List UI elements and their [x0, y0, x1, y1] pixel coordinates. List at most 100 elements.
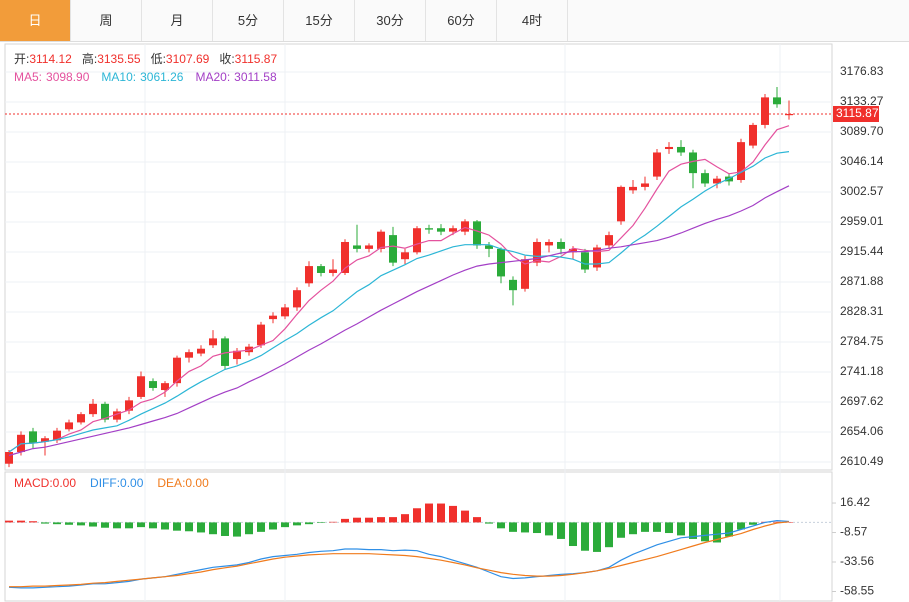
candle-body	[41, 438, 49, 442]
macd-bar	[557, 522, 565, 539]
y-tick-label: 3046.14	[840, 154, 884, 168]
legend-name: MACD:	[14, 476, 53, 490]
ma-line	[8, 151, 790, 453]
candle-body	[425, 228, 433, 230]
period-tab[interactable]: 15分	[284, 0, 355, 41]
macd-bar	[569, 522, 577, 547]
candle-body	[761, 97, 769, 125]
macd-bar	[65, 522, 73, 525]
ma-line	[8, 125, 790, 453]
candle-body	[437, 228, 445, 232]
period-tab[interactable]: 4时	[497, 0, 568, 41]
candle-body	[545, 241, 553, 246]
candle-body	[209, 338, 217, 346]
candle-body	[737, 142, 745, 181]
macd-bar	[497, 522, 505, 529]
candle-body	[53, 430, 61, 441]
macd-bar	[113, 522, 121, 529]
y-tick-label: 3176.83	[840, 64, 884, 78]
macd-bar	[617, 522, 625, 538]
period-tab[interactable]: 60分	[426, 0, 497, 41]
legend-name: MA20:	[195, 70, 230, 84]
y-tick-label: 16.42	[840, 495, 870, 509]
y-tick-label: -58.55	[840, 584, 874, 598]
macd-bar	[101, 522, 109, 528]
macd-bar	[257, 522, 265, 532]
ma-legend: MA5: 3098.90 MA10: 3061.26 MA20: 3011.58	[14, 70, 277, 84]
candle-body	[593, 247, 601, 268]
macd-bar	[689, 522, 697, 539]
ohlc-label: 高:	[82, 51, 97, 66]
macd-bar	[425, 503, 433, 523]
macd-bar	[473, 517, 481, 523]
ohlc-info: 开:3114.12 高:3135.55 低:3107.69 收:3115.87	[14, 51, 277, 66]
macd-bar	[341, 518, 349, 523]
candle-body	[677, 146, 685, 153]
candle-body	[305, 266, 313, 284]
candle-body	[413, 228, 421, 253]
macd-bar	[329, 521, 337, 523]
period-tab[interactable]: 30分	[355, 0, 426, 41]
candle-body	[665, 146, 673, 150]
y-tick-label: 3002.57	[840, 184, 884, 198]
candle-body	[245, 346, 253, 353]
macd-bar	[209, 522, 217, 535]
macd-bar	[269, 522, 277, 530]
legend-value: 3061.26	[140, 70, 184, 84]
macd-bar	[593, 522, 601, 552]
macd-bar	[173, 522, 181, 531]
macd-legend: MACD:0.00 DIFF:0.00 DEA:0.00	[14, 476, 209, 490]
candle-body	[185, 352, 193, 358]
macd-bar	[29, 521, 37, 523]
macd-bar	[137, 522, 145, 528]
legend-value: 0.00	[120, 476, 144, 490]
y-tick-label: 2871.88	[840, 274, 884, 288]
legend-value: 3011.58	[234, 70, 277, 84]
y-tick-label: 2915.44	[840, 244, 884, 258]
candle-body	[509, 279, 517, 291]
macd-bar	[701, 522, 709, 542]
macd-bar	[629, 522, 637, 535]
macd-bar	[233, 522, 241, 537]
period-tab[interactable]: 月	[142, 0, 213, 41]
y-tick-label: 2610.49	[840, 454, 884, 468]
candle-body	[749, 124, 757, 146]
candle-body	[641, 183, 649, 187]
candle-body	[521, 259, 529, 289]
candle-body	[5, 452, 13, 464]
period-tab[interactable]: 日	[0, 0, 71, 41]
candle-body	[221, 338, 229, 366]
macd-bar	[221, 522, 229, 536]
period-tab[interactable]: 周	[71, 0, 142, 41]
candle-body	[293, 290, 301, 308]
legend-value: 3098.90	[46, 70, 90, 84]
candle-body	[77, 414, 85, 423]
macd-bar	[749, 522, 757, 525]
candle-body	[653, 152, 661, 177]
y-tick-label: 2959.01	[840, 214, 884, 228]
candle-body	[149, 381, 157, 388]
candle-body	[605, 235, 613, 246]
candle-body	[689, 152, 697, 174]
candle-body	[161, 383, 169, 391]
period-tab[interactable]: 5分	[213, 0, 284, 41]
ohlc-label: 开:	[14, 52, 29, 66]
macd-bar	[521, 522, 529, 533]
candle-body	[533, 241, 541, 263]
macd-bar	[365, 517, 373, 523]
candle-body	[773, 97, 781, 105]
macd-bar	[89, 522, 97, 527]
ohlc-label: 收:	[219, 52, 234, 66]
period-tabs: 日周月 5分 15分 30分 60分 4时	[0, 0, 909, 42]
candle-body	[365, 245, 373, 249]
macd-bar	[185, 522, 193, 532]
candle-body	[569, 248, 577, 253]
macd-bar	[197, 522, 205, 533]
candle-body	[713, 178, 721, 184]
candle-body	[485, 245, 493, 249]
last-price-box	[833, 105, 879, 122]
legend-name: MA10:	[101, 70, 136, 84]
macd-bar	[545, 522, 553, 536]
legend-name: DIFF:	[90, 476, 120, 490]
